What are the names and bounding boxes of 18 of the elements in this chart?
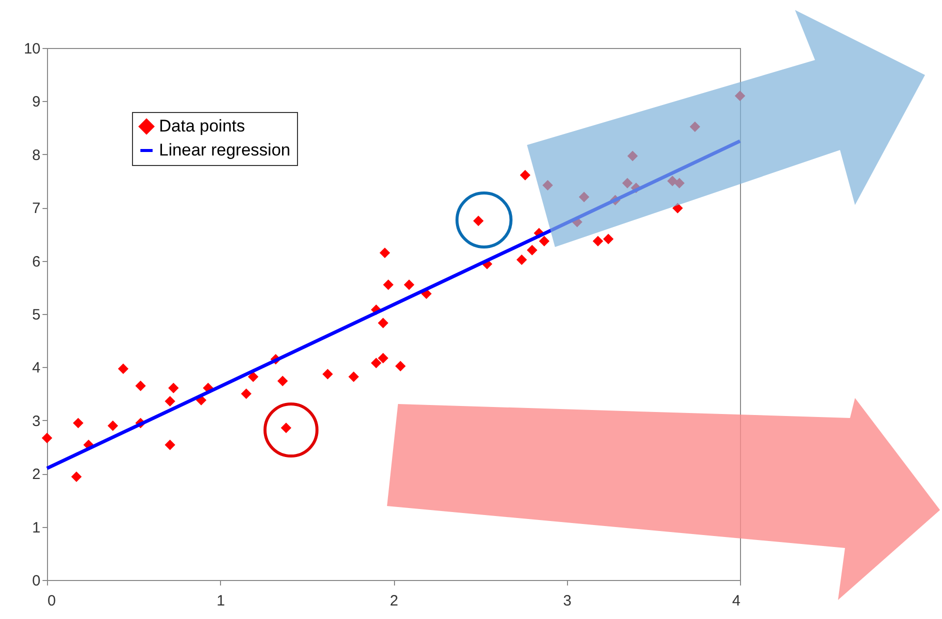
x-tick-label: 0 [48,592,56,610]
legend-label: Data points [159,116,245,136]
x-tick-label: 1 [216,592,225,610]
y-tick-label: 5 [32,306,40,324]
x-tick-label: 4 [732,592,740,610]
y-tick-label: 3 [32,412,40,430]
y-tick-label: 2 [32,466,40,484]
y-tick-label: 10 [24,40,40,58]
y-tick-label: 6 [32,253,40,270]
y-tick-label: 1 [32,519,40,536]
x-tick-label: 2 [390,592,398,610]
y-tick-label: 0 [32,572,40,590]
y-tick-label: 4 [32,360,40,377]
y-tick-label: 8 [32,146,40,164]
y-tick-label: 7 [32,200,40,218]
legend-label: Linear regression [159,140,290,160]
x-tick-label: 3 [563,592,572,610]
y-tick-label: 9 [32,94,40,111]
